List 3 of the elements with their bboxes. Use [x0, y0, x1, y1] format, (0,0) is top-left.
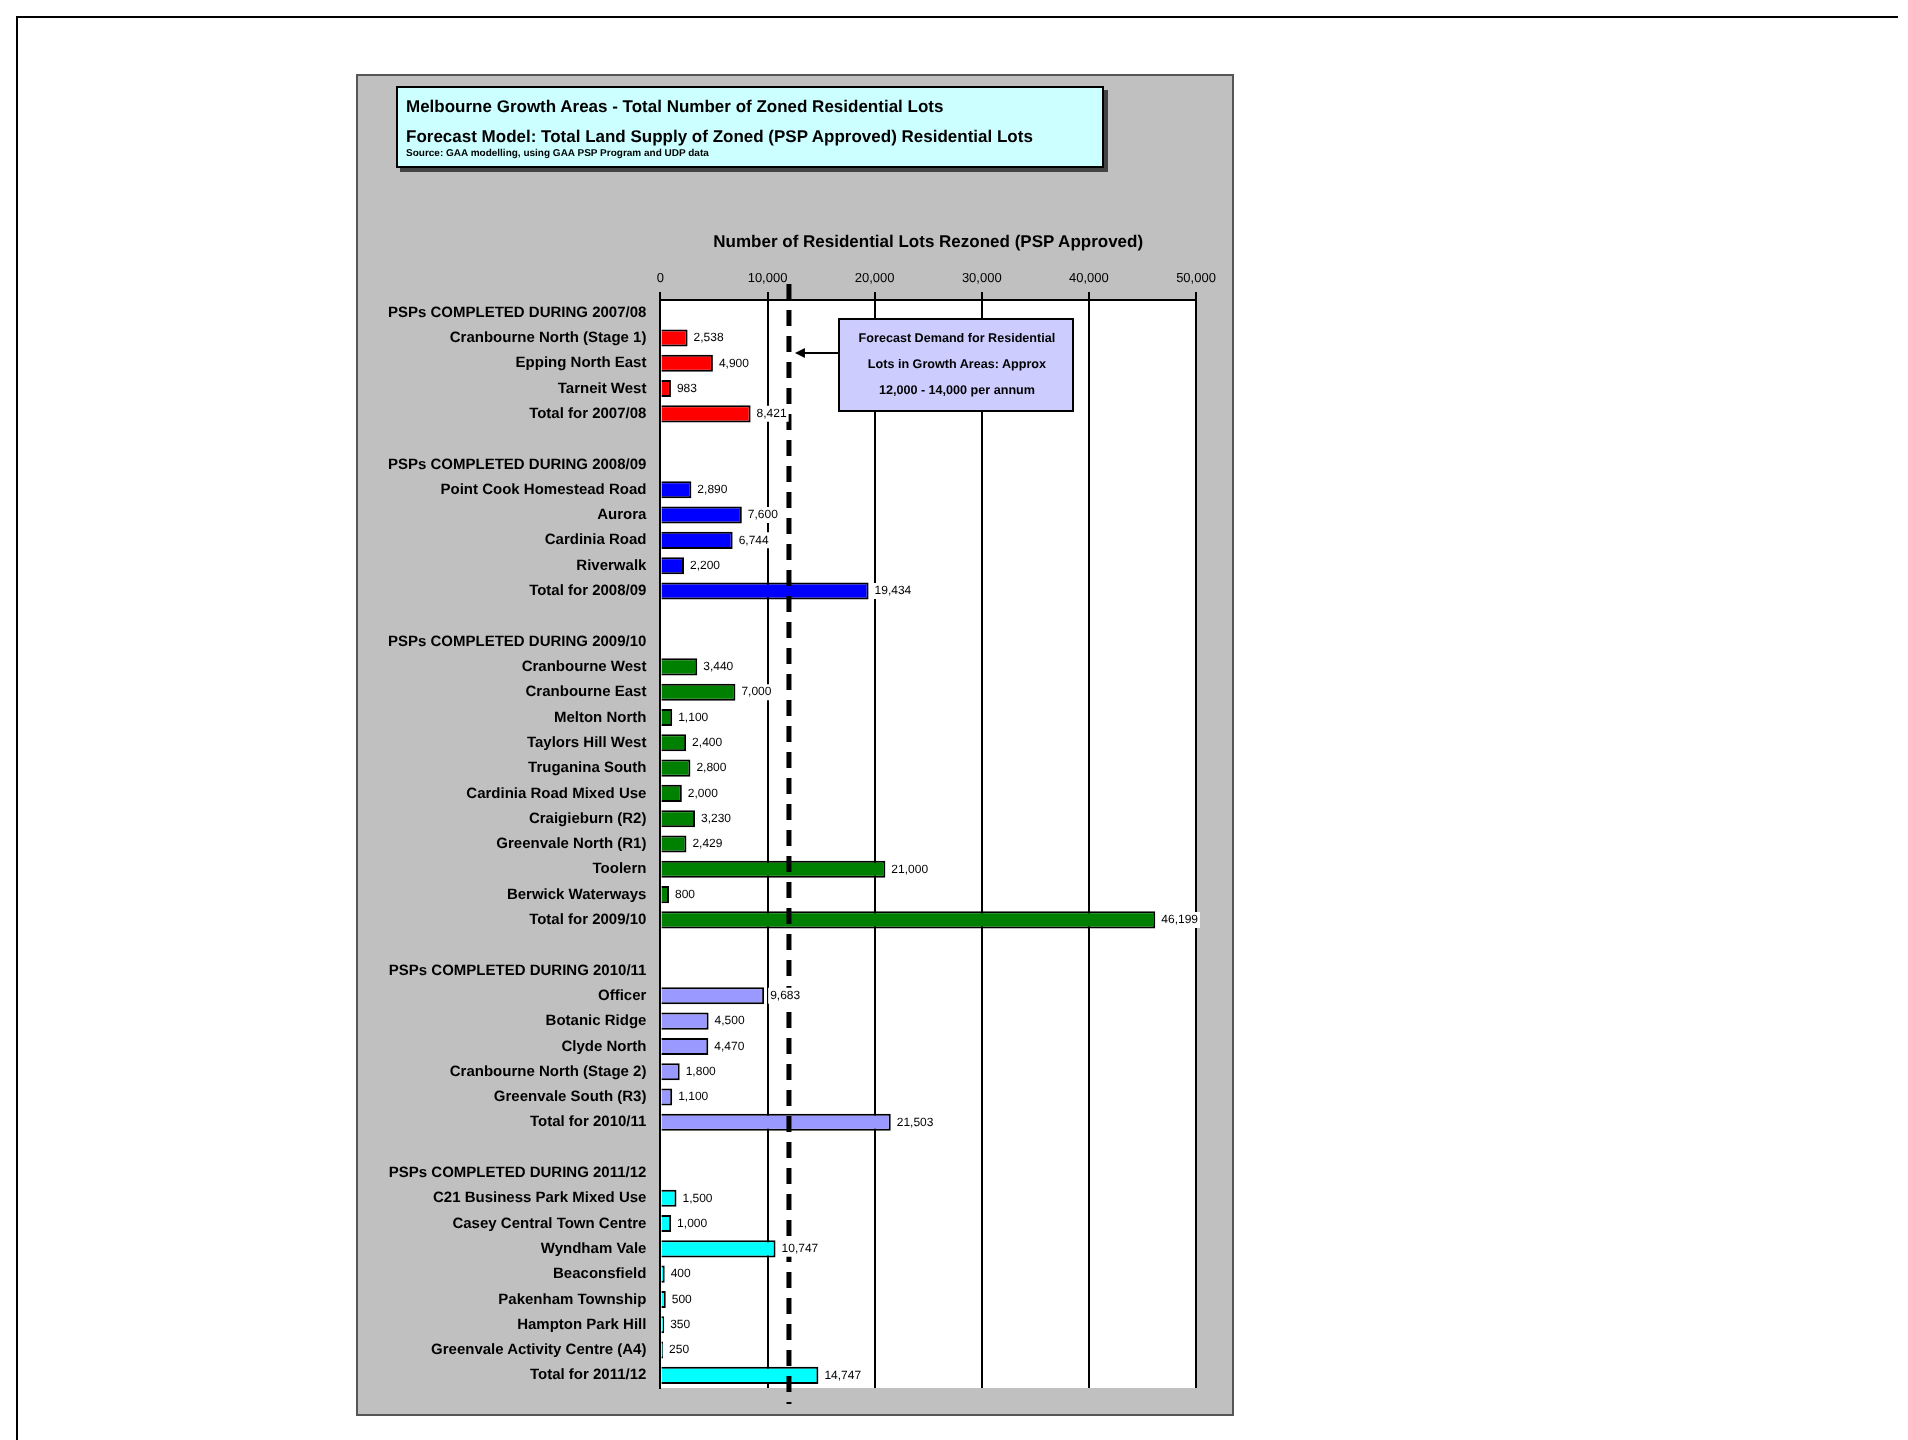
- x-axis-title: Number of Residential Lots Rezoned (PSP Approved): [713, 230, 1144, 251]
- chart-title: Melbourne Growth Areas - Total Number of Zoned Residential Lots: [406, 96, 946, 116]
- chart-subtitle: Forecast Model: Total Land Supply of Zoned (PSP Approved) Residential Lots: [406, 126, 1035, 146]
